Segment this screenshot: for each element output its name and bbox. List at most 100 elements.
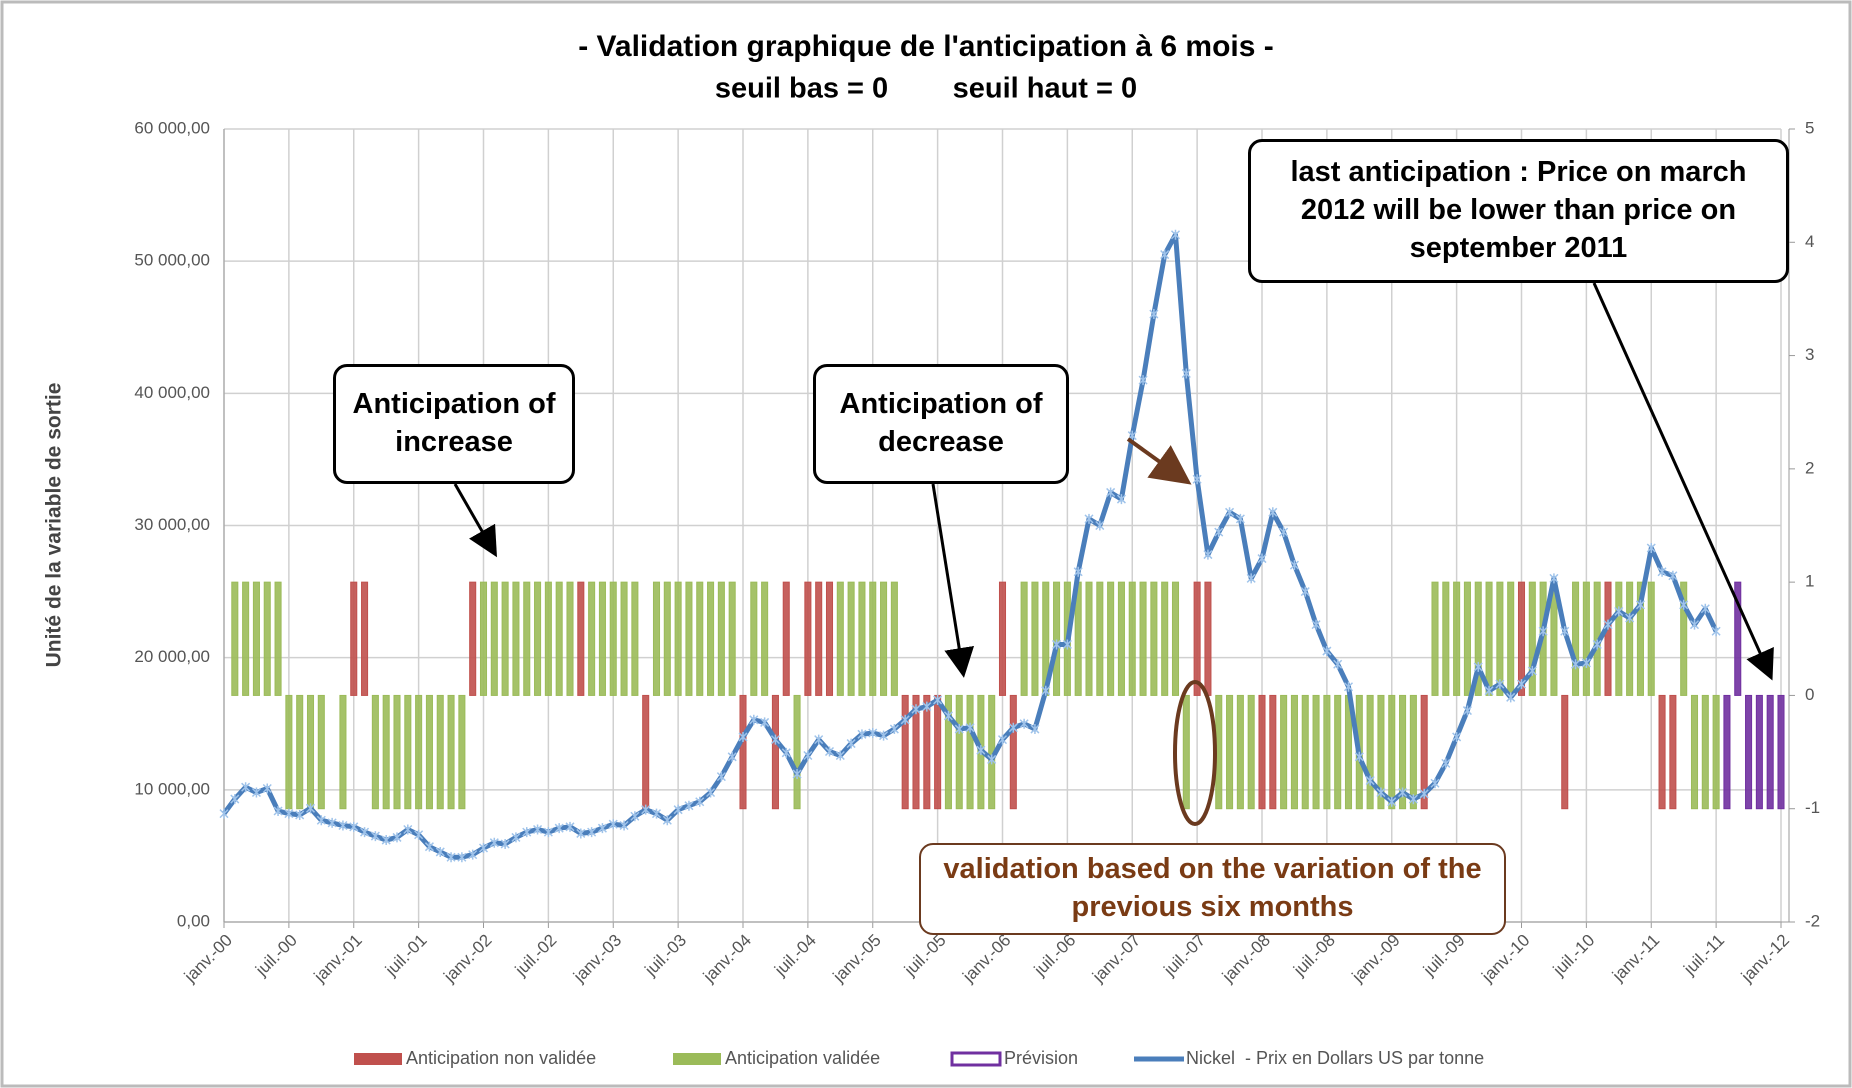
- marker: [478, 842, 489, 853]
- bar: [285, 694, 293, 810]
- marker: [1376, 787, 1386, 798]
- marker: [749, 714, 759, 725]
- y2-tick-label: 0: [1805, 685, 1814, 704]
- bar: [1409, 694, 1417, 810]
- marker: [1311, 619, 1321, 630]
- marker: [814, 734, 824, 745]
- bar: [306, 694, 315, 810]
- marker: [338, 820, 348, 831]
- y2-tick-label: 2: [1805, 458, 1814, 477]
- marker: [273, 805, 283, 816]
- bar: [1323, 694, 1331, 810]
- bar: [847, 581, 855, 696]
- marker: [360, 827, 370, 838]
- marker: [965, 722, 975, 733]
- bar: [1117, 581, 1125, 696]
- marker: [1279, 527, 1289, 538]
- bar: [296, 694, 304, 810]
- bar: [761, 581, 769, 696]
- bar: [1604, 581, 1612, 696]
- bar: [1020, 581, 1028, 696]
- bar: [512, 581, 520, 696]
- arrow: [453, 483, 497, 558]
- y-axis-label: Unité de la variable de sortie: [43, 383, 66, 668]
- bar: [1701, 694, 1709, 810]
- marker: [241, 782, 251, 793]
- y2-tick-label: 5: [1805, 118, 1814, 137]
- bar: [577, 581, 585, 696]
- bar: [1453, 581, 1461, 696]
- bar: [1312, 694, 1320, 810]
- bar: [1204, 581, 1212, 696]
- annotation: Anticipation of increase: [333, 364, 575, 484]
- marker: [1138, 375, 1148, 386]
- marker: [554, 823, 564, 834]
- legend-label: Prévision: [1004, 1048, 1078, 1068]
- bar: [944, 694, 952, 810]
- bar: [1247, 694, 1255, 810]
- bar: [382, 694, 390, 810]
- bar: [955, 694, 963, 810]
- marker: [543, 827, 553, 838]
- bar: [371, 694, 379, 810]
- marker: [1560, 626, 1570, 637]
- marker: [1571, 659, 1581, 670]
- marker: [565, 821, 575, 832]
- bar: [685, 581, 693, 696]
- marker: [1387, 796, 1397, 807]
- marker: [284, 808, 294, 819]
- y-tick-label: 10 000,00: [134, 779, 210, 798]
- y-tick-label: 30 000,00: [134, 515, 210, 534]
- marker: [803, 750, 813, 761]
- marker: [1181, 368, 1191, 379]
- bar: [479, 581, 488, 696]
- bar: [923, 694, 931, 810]
- bar: [642, 694, 650, 810]
- bar: [1096, 581, 1104, 696]
- marker: [770, 734, 780, 745]
- bar: [825, 581, 834, 696]
- marker: [1235, 513, 1245, 524]
- bar: [588, 581, 596, 696]
- marker: [1516, 679, 1527, 690]
- bar: [836, 581, 844, 696]
- arrows: [453, 282, 1774, 826]
- marker: [1484, 685, 1494, 696]
- bar: [1139, 581, 1147, 696]
- bar: [1009, 694, 1017, 810]
- marker: [457, 852, 467, 863]
- marker: [608, 819, 618, 830]
- marker: [1700, 603, 1710, 614]
- marker: [1679, 599, 1689, 610]
- marker: [792, 768, 802, 779]
- marker: [435, 846, 445, 857]
- marker: [1246, 573, 1256, 584]
- bar: [1258, 694, 1266, 810]
- bar: [1636, 581, 1644, 696]
- marker: [1625, 613, 1635, 624]
- marker: [1592, 639, 1602, 650]
- marker: [414, 829, 424, 840]
- bar: [490, 581, 498, 696]
- marker: [933, 694, 943, 705]
- bar: [793, 694, 801, 810]
- bar: [620, 581, 628, 696]
- marker: [1646, 542, 1656, 553]
- bar: [1680, 581, 1688, 696]
- marker: [781, 747, 791, 758]
- bar: [263, 581, 271, 696]
- legend-symbol: [673, 1053, 721, 1065]
- bar: [1420, 694, 1428, 810]
- annotation: validation based on the variation of the…: [919, 843, 1506, 935]
- marker: [1614, 606, 1624, 617]
- marker: [1019, 718, 1029, 729]
- marker: [1062, 639, 1072, 650]
- y2-tick-label: -2: [1805, 911, 1820, 930]
- bar: [739, 694, 747, 810]
- bar: [1161, 581, 1169, 696]
- y2-tick-label: -1: [1805, 798, 1820, 817]
- bar: [1107, 581, 1115, 696]
- bar: [631, 581, 639, 696]
- bar: [1085, 581, 1093, 696]
